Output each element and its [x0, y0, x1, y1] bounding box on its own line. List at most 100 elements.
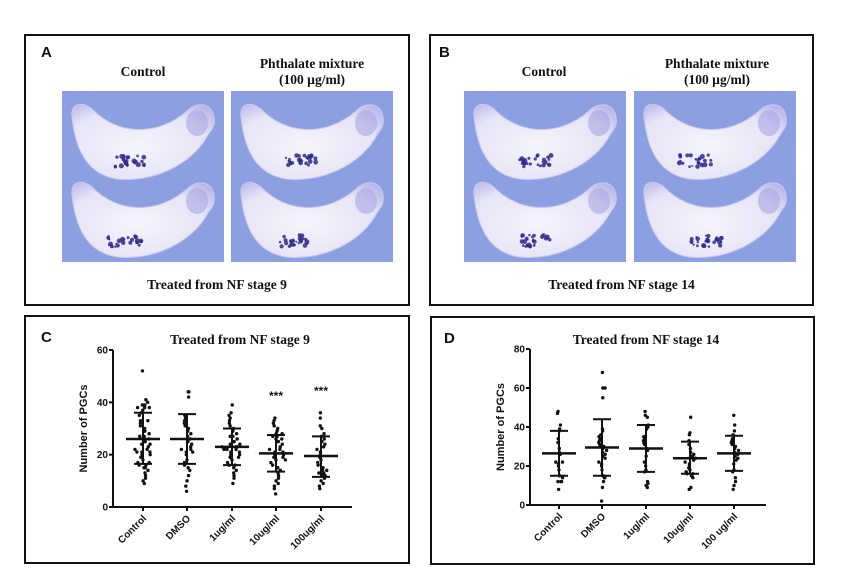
pgc-stain — [692, 243, 695, 246]
data-point — [232, 476, 236, 480]
data-point — [733, 476, 738, 480]
pgc-stain — [118, 163, 124, 169]
pgc-stain — [134, 238, 140, 244]
embryo-head-region — [186, 110, 208, 136]
embryo-head-region — [588, 110, 610, 136]
data-point — [143, 439, 147, 444]
data-point — [274, 479, 278, 483]
pgc-stain — [141, 154, 147, 160]
data-point — [556, 487, 561, 492]
data-point — [315, 447, 319, 452]
data-point — [143, 476, 148, 480]
y-tick-label: 0 — [519, 501, 525, 512]
data-point — [232, 466, 236, 470]
panel-b-treated-embryo-image — [634, 91, 796, 262]
embryo-photo-svg — [634, 91, 796, 262]
data-point — [271, 421, 276, 425]
data-point — [238, 442, 242, 446]
data-point — [600, 370, 605, 375]
data-point — [232, 439, 236, 444]
pgc-stain — [689, 236, 694, 241]
pgc-stain — [313, 159, 319, 165]
data-point — [146, 445, 150, 449]
data-point — [318, 416, 322, 420]
pgc-stain — [709, 158, 713, 162]
data-point — [143, 403, 147, 407]
data-point — [275, 429, 279, 433]
pgc-stain — [122, 157, 125, 160]
data-point — [191, 450, 195, 454]
data-point — [146, 418, 150, 423]
data-point — [276, 481, 280, 486]
panel-b-treatment-label-line1: Phthalate mixture — [664, 56, 770, 71]
pgc-stain — [696, 244, 699, 248]
data-point — [325, 468, 329, 473]
pgc-stain — [685, 153, 690, 158]
pgc-stain — [133, 234, 137, 238]
data-point — [317, 471, 321, 475]
data-point — [556, 479, 560, 484]
data-point — [321, 471, 326, 475]
pgc-stain — [535, 153, 540, 158]
pgc-stain — [547, 163, 550, 167]
data-point — [276, 426, 280, 431]
embryo-head-region — [588, 188, 610, 214]
data-point — [142, 481, 147, 486]
pgc-stain — [313, 156, 318, 161]
data-point — [278, 447, 282, 452]
data-point — [228, 416, 232, 420]
pgc-stain — [548, 153, 554, 158]
data-point — [188, 468, 192, 473]
data-point — [144, 398, 148, 402]
data-point — [143, 471, 147, 475]
data-point — [272, 418, 276, 423]
data-point — [322, 437, 326, 441]
panel-a-treatment-label-line2: (100 µg/ml) — [279, 72, 345, 87]
data-point — [603, 456, 607, 460]
pgc-stain — [528, 233, 531, 237]
data-point — [189, 447, 193, 452]
data-point — [230, 403, 234, 407]
data-point — [140, 369, 145, 373]
significance-annotation: *** — [314, 384, 328, 398]
data-point — [318, 424, 322, 428]
data-point — [190, 442, 194, 446]
pgc-stain — [695, 164, 700, 169]
data-point — [234, 447, 238, 452]
data-point — [734, 458, 738, 462]
data-point — [227, 421, 232, 425]
data-point — [280, 442, 284, 446]
data-point — [148, 452, 152, 457]
pgc-stain — [115, 243, 120, 248]
data-point — [687, 433, 692, 437]
pgc-stain — [284, 156, 288, 160]
data-point — [270, 463, 275, 467]
data-point — [276, 476, 281, 480]
pgc-stain — [679, 159, 682, 163]
pgc-stain — [284, 241, 289, 246]
data-point — [319, 479, 323, 483]
data-point — [560, 476, 565, 480]
pgc-stain — [698, 156, 701, 159]
data-point — [276, 439, 281, 444]
x-tick-label: 10ug/ml — [662, 511, 697, 546]
data-point — [732, 429, 737, 433]
data-point — [140, 403, 145, 407]
embryo-photo-svg — [62, 91, 224, 262]
pgc-stain — [521, 244, 525, 247]
embryo-head-region — [355, 188, 377, 214]
data-point — [231, 481, 235, 486]
data-point — [645, 485, 650, 490]
pgc-stain — [539, 234, 545, 239]
data-point — [142, 405, 147, 410]
y-axis-label: Number of PGCs — [78, 384, 90, 472]
y-tick-label: 80 — [514, 345, 526, 356]
chart-d-title: Treated from NF stage 14 — [572, 332, 720, 347]
pgc-stain — [689, 239, 694, 244]
pgc-stain — [718, 235, 724, 241]
pgc-stain — [699, 158, 702, 161]
data-point — [234, 432, 239, 436]
pgc-stain — [304, 237, 308, 241]
pgc-stain — [307, 154, 311, 159]
